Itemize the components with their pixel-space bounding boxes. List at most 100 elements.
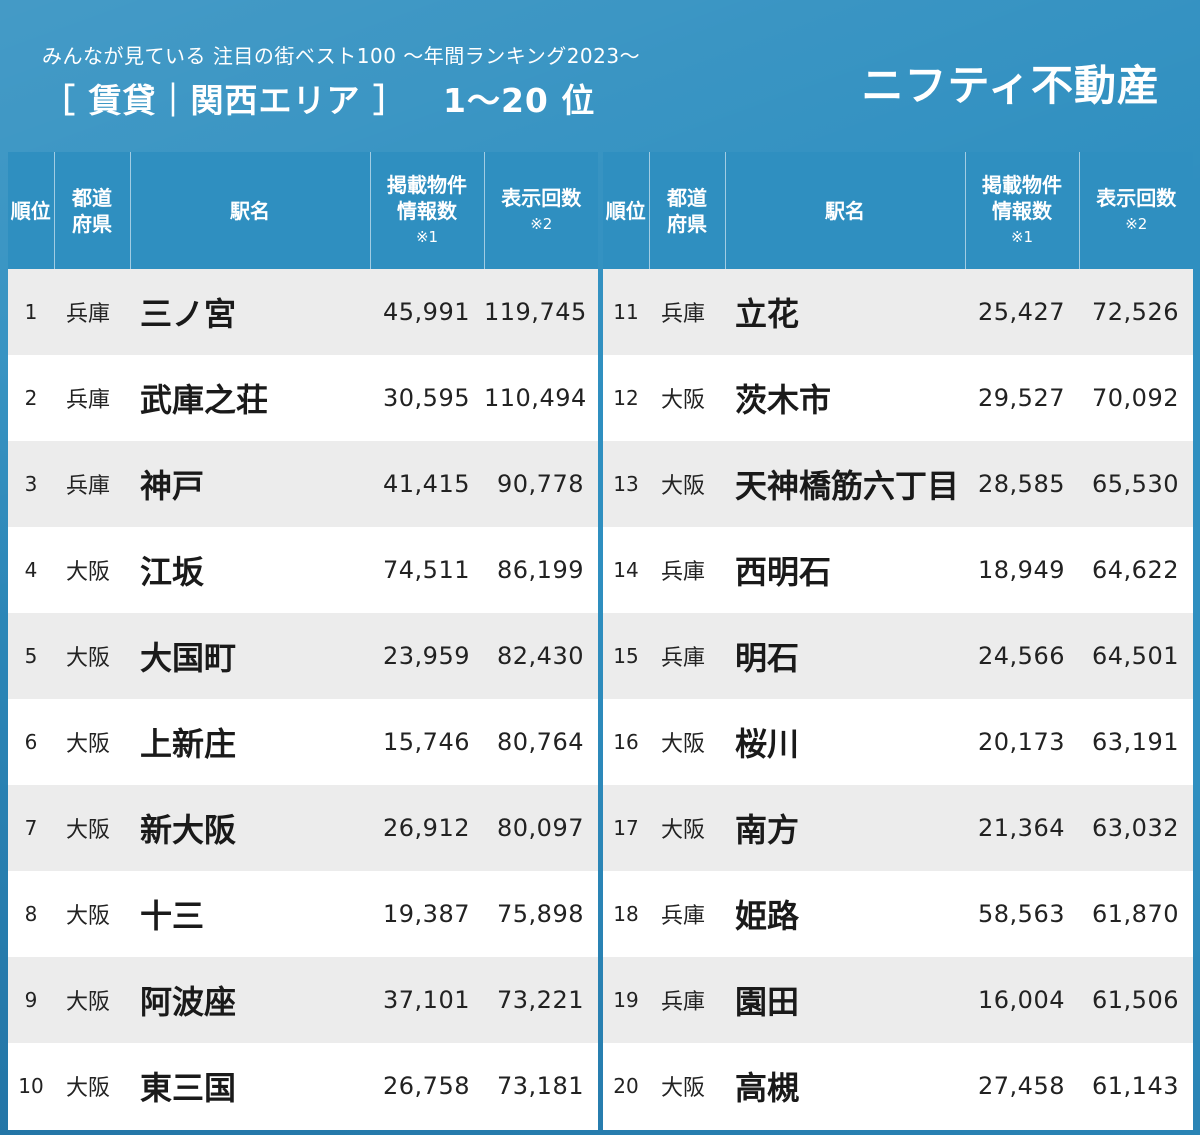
header: みんなが見ている 注目の街ベスト100 〜年間ランキング2023〜 ［ 賃貸｜関…	[0, 0, 1200, 150]
view-count-cell: 70,092	[1079, 355, 1193, 441]
table-row: 4 大阪 江坂 74,511 86,199	[8, 527, 598, 613]
header-listings-note: ※1	[1010, 227, 1034, 246]
prefecture-cell: 大阪	[54, 699, 130, 785]
header-views-label: 表示回数	[501, 185, 582, 210]
rank-cell: 6	[8, 699, 54, 785]
view-count-cell: 63,032	[1079, 785, 1193, 871]
listings-count-cell: 18,949	[965, 527, 1079, 613]
table-row: 6 大阪 上新庄 15,746 80,764	[8, 699, 598, 785]
header-listings-label: 掲載物件 情報数	[982, 172, 1062, 223]
view-count-cell: 119,745	[484, 269, 598, 355]
rank-cell: 19	[603, 957, 649, 1043]
rank-cell: 7	[8, 785, 54, 871]
rank-cell: 12	[603, 355, 649, 441]
prefecture-cell: 大阪	[649, 699, 725, 785]
header-listings: 掲載物件 情報数 ※1	[965, 152, 1080, 269]
rank-cell: 3	[8, 441, 54, 527]
table-header-row: 順位 都道 府県 駅名 掲載物件 情報数 ※1 表示回数 ※2	[8, 152, 598, 269]
view-count-cell: 64,501	[1079, 613, 1193, 699]
table-row: 5 大阪 大国町 23,959 82,430	[8, 613, 598, 699]
ranking-table-left: 順位 都道 府県 駅名 掲載物件 情報数 ※1 表示回数 ※2 1 兵庫 三ノ宮 45,991…	[8, 152, 598, 1130]
listings-count-cell: 74,511	[370, 527, 484, 613]
listings-count-cell: 24,566	[965, 613, 1079, 699]
listings-count-cell: 58,563	[965, 871, 1079, 957]
table-row: 7 大阪 新大阪 26,912 80,097	[8, 785, 598, 871]
view-count-cell: 61,143	[1079, 1043, 1193, 1129]
prefecture-cell: 大阪	[54, 871, 130, 957]
rank-cell: 8	[8, 871, 54, 957]
rank-cell: 1	[8, 269, 54, 355]
prefecture-cell: 大阪	[649, 785, 725, 871]
listings-count-cell: 19,387	[370, 871, 484, 957]
header-station: 駅名	[725, 152, 966, 269]
prefecture-cell: 大阪	[54, 957, 130, 1043]
header-station-label: 駅名	[230, 198, 270, 223]
prefecture-cell: 兵庫	[649, 527, 725, 613]
rank-cell: 16	[603, 699, 649, 785]
station-name-cell: 立花	[725, 269, 965, 355]
listings-count-cell: 30,595	[370, 355, 484, 441]
table-row: 9 大阪 阿波座 37,101 73,221	[8, 957, 598, 1043]
listings-count-cell: 37,101	[370, 957, 484, 1043]
station-name-cell: 高槻	[725, 1043, 965, 1129]
listings-count-cell: 25,427	[965, 269, 1079, 355]
rank-cell: 5	[8, 613, 54, 699]
rank-cell: 11	[603, 269, 649, 355]
table-row: 16 大阪 桜川 20,173 63,191	[603, 699, 1193, 785]
station-name-cell: 明石	[725, 613, 965, 699]
header-views-note: ※2	[530, 214, 553, 233]
title-category: ［ 賃貸｜関西エリア ］	[42, 81, 407, 120]
prefecture-cell: 大阪	[649, 1043, 725, 1129]
rank-cell: 13	[603, 441, 649, 527]
station-name-cell: 武庫之荘	[130, 355, 370, 441]
view-count-cell: 90,778	[484, 441, 598, 527]
header-station: 駅名	[130, 152, 371, 269]
station-name-cell: 桜川	[725, 699, 965, 785]
table-body-left: 1 兵庫 三ノ宮 45,991 119,745 2 兵庫 武庫之荘 30,595 110,494 3…	[8, 269, 598, 1129]
listings-count-cell: 41,415	[370, 441, 484, 527]
station-name-cell: 姫路	[725, 871, 965, 957]
header-listings: 掲載物件 情報数 ※1	[370, 152, 485, 269]
view-count-cell: 110,494	[484, 355, 598, 441]
header-views-note: ※2	[1125, 214, 1148, 233]
station-name-cell: 大国町	[130, 613, 370, 699]
listings-count-cell: 21,364	[965, 785, 1079, 871]
prefecture-cell: 兵庫	[649, 871, 725, 957]
header-views: 表示回数 ※2	[484, 152, 598, 269]
listings-count-cell: 45,991	[370, 269, 484, 355]
header-prefecture: 都道 府県	[649, 152, 726, 269]
table-row: 11 兵庫 立花 25,427 72,526	[603, 269, 1193, 355]
prefecture-cell: 大阪	[649, 355, 725, 441]
table-body-right: 11 兵庫 立花 25,427 72,526 12 大阪 茨木市 29,527 70,092 13 大…	[603, 269, 1193, 1129]
view-count-cell: 80,764	[484, 699, 598, 785]
view-count-cell: 73,221	[484, 957, 598, 1043]
table-row: 13 大阪 天神橋筋六丁目 28,585 65,530	[603, 441, 1193, 527]
prefecture-cell: 大阪	[54, 527, 130, 613]
view-count-cell: 80,097	[484, 785, 598, 871]
prefecture-cell: 兵庫	[54, 269, 130, 355]
header-listings-label: 掲載物件 情報数	[387, 172, 467, 223]
header-views-label: 表示回数	[1096, 185, 1177, 210]
page-title: ［ 賃貸｜関西エリア ］ 1〜20 位	[42, 74, 595, 122]
prefecture-cell: 兵庫	[649, 613, 725, 699]
header-prefecture-label: 都道 府県	[72, 185, 112, 236]
title-range: 1〜20 位	[442, 81, 596, 120]
prefecture-cell: 兵庫	[649, 957, 725, 1043]
table-row: 8 大阪 十三 19,387 75,898	[8, 871, 598, 957]
listings-count-cell: 28,585	[965, 441, 1079, 527]
table-row: 1 兵庫 三ノ宮 45,991 119,745	[8, 269, 598, 355]
rank-cell: 18	[603, 871, 649, 957]
station-name-cell: 阿波座	[130, 957, 370, 1043]
table-row: 15 兵庫 明石 24,566 64,501	[603, 613, 1193, 699]
view-count-cell: 64,622	[1079, 527, 1193, 613]
header-rank-label: 順位	[605, 198, 646, 223]
station-name-cell: 上新庄	[130, 699, 370, 785]
rank-cell: 17	[603, 785, 649, 871]
prefecture-cell: 大阪	[54, 613, 130, 699]
view-count-cell: 61,870	[1079, 871, 1193, 957]
table-row: 12 大阪 茨木市 29,527 70,092	[603, 355, 1193, 441]
prefecture-cell: 兵庫	[649, 269, 725, 355]
brand-logo: ニフティ不動産	[861, 61, 1160, 110]
table-row: 20 大阪 高槻 27,458 61,143	[603, 1043, 1193, 1129]
header-prefecture-label: 都道 府県	[667, 185, 707, 236]
